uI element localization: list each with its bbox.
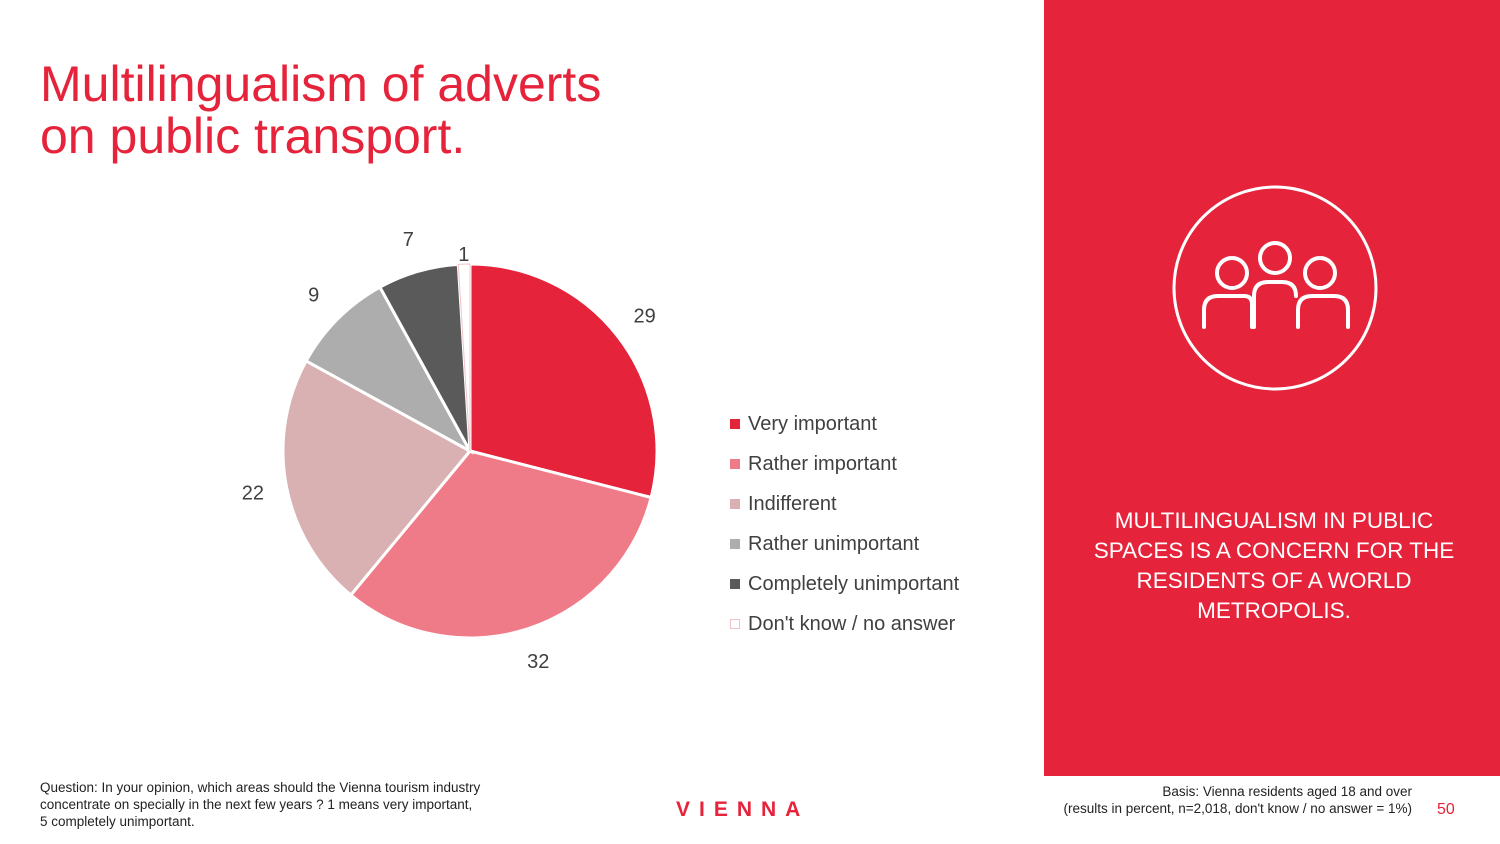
legend-swatch	[730, 539, 740, 549]
pie-slice-very-important	[468, 262, 659, 500]
question-line-3: 5 completely unimportant.	[40, 814, 195, 829]
pie-data-label: 1	[458, 244, 469, 266]
legend-item: Very important	[730, 404, 959, 444]
legend-label: Completely unimportant	[748, 572, 960, 595]
legend-label: Don't know / no answer	[748, 612, 956, 635]
page-title: Multilingualism of adverts on public tra…	[40, 58, 740, 162]
question-line-1: Question: In your opinion, which areas s…	[40, 780, 481, 795]
vienna-logo: VIENNA	[676, 798, 810, 821]
title-line-1: Multilingualism of adverts	[40, 56, 602, 112]
legend-item: Rather important	[730, 444, 959, 484]
legend-label: Indifferent	[748, 492, 837, 515]
basis-note: Basis: Vienna residents aged 18 and over…	[1063, 783, 1412, 817]
legend-swatch	[730, 579, 740, 589]
legend-label: Very important	[748, 412, 877, 435]
basis-line-1: Basis: Vienna residents aged 18 and over	[1162, 784, 1412, 799]
legend-swatch	[730, 499, 740, 509]
legend-item: Indifferent	[730, 484, 959, 524]
people-group-icon	[1172, 185, 1378, 391]
question-line-2: concentrate on specially in the next few…	[40, 797, 473, 812]
pie-slice-rather-important	[348, 449, 653, 640]
legend-swatch	[730, 459, 740, 469]
question-note: Question: In your opinion, which areas s…	[40, 779, 540, 830]
pie-slice-don-t-know-no-answer	[457, 263, 471, 452]
title-line-2: on public transport.	[40, 108, 466, 164]
pie-data-label: 29	[633, 306, 655, 328]
legend-label: Rather unimportant	[748, 532, 920, 555]
legend-item: Rather unimportant	[730, 524, 959, 564]
legend-label: Rather important	[748, 452, 897, 475]
chart-legend: Very important Rather important Indifferen…	[730, 404, 959, 644]
panel-statement: MULTILINGUALISM IN PUBLIC SPACES IS A CO…	[1093, 508, 1455, 623]
highlight-panel: MULTILINGUALISM IN PUBLIC SPACES IS A CO…	[1044, 0, 1500, 776]
legend-swatch	[730, 619, 740, 629]
legend-swatch	[730, 419, 740, 429]
pie-chart: 29 32 22 9 7 1	[242, 230, 659, 673]
page-number: 50	[1437, 801, 1455, 818]
pie-slice-rather-unimportant	[304, 285, 474, 455]
pie-data-label: 22	[242, 482, 264, 504]
pie-slice-indifferent	[281, 358, 473, 598]
pie-data-label: 9	[308, 285, 319, 307]
legend-item: Completely unimportant	[730, 564, 959, 604]
pie-data-label: 32	[527, 651, 549, 673]
pie-data-label: 7	[403, 230, 414, 251]
legend-item: Don't know / no answer	[730, 604, 959, 644]
basis-line-2: (results in percent, n=2,018, don't know…	[1063, 801, 1412, 816]
